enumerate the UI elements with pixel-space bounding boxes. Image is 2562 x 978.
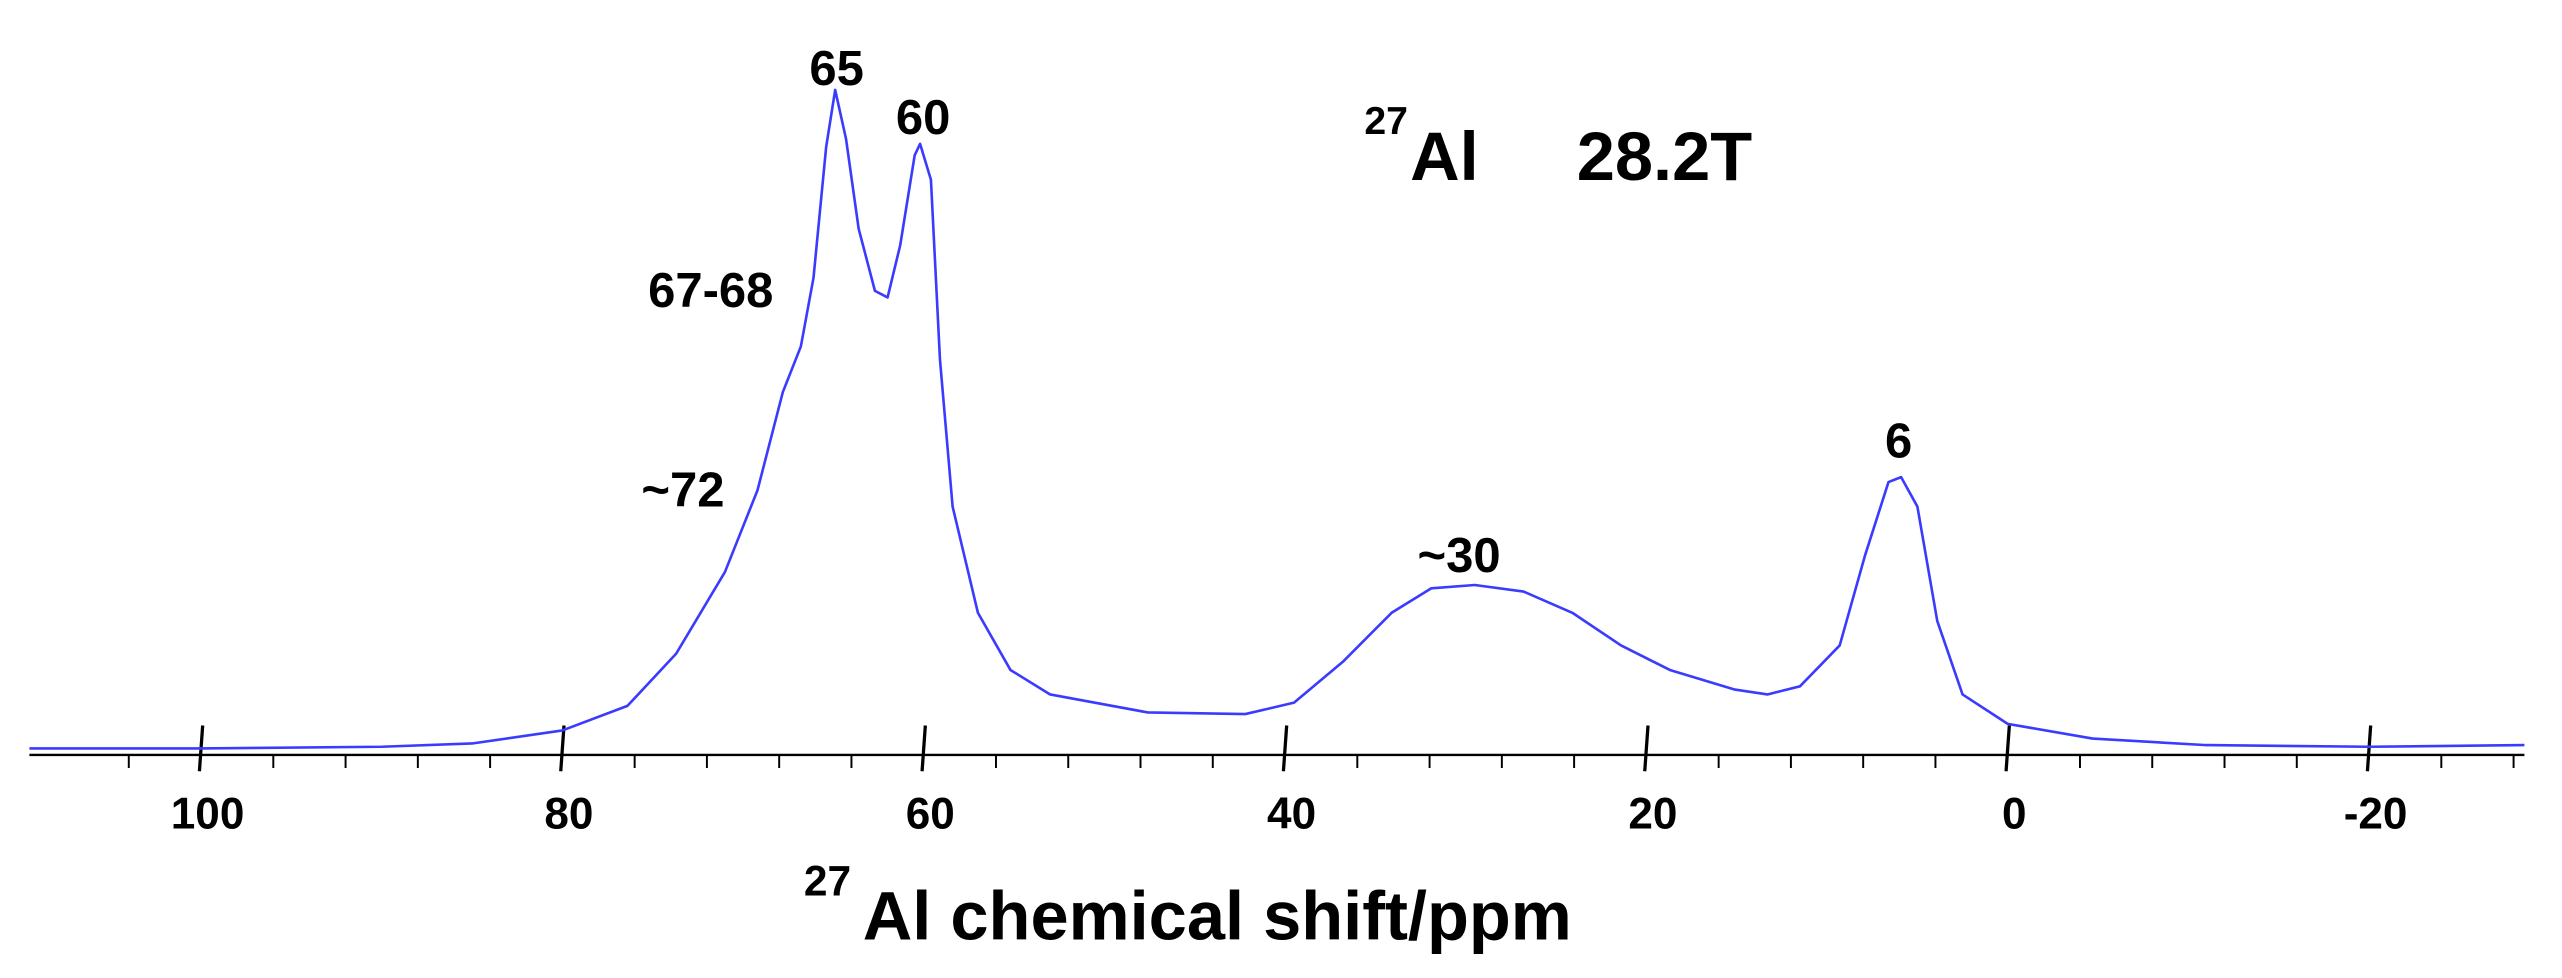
peak-annotation: 65: [809, 42, 864, 96]
x-tick-label: 40: [1267, 789, 1316, 838]
x-tick: [920, 725, 927, 772]
x-tick: [1643, 725, 1650, 772]
x-axis-title: 27 Al chemical shift/ppm: [804, 858, 1572, 954]
x-tick-label: 60: [906, 789, 955, 838]
x-tick: [1281, 725, 1289, 772]
peak-annotation: 6: [1885, 415, 1912, 469]
x-tick-label: 20: [1628, 789, 1677, 838]
x-tick-label: 0: [2002, 789, 2027, 838]
peak-annotation: ~72: [641, 464, 724, 518]
title-nucleus: Al: [1410, 118, 1479, 195]
title-field: 28.2T: [1577, 118, 1753, 195]
x-tick: [2004, 725, 2011, 772]
x-tick: [2365, 725, 2373, 772]
x-tick-label: 100: [171, 789, 245, 838]
chart-title: 27 Al 28.2T: [1364, 100, 1752, 195]
x-tick: [559, 725, 566, 772]
peak-annotation: 67-68: [648, 264, 773, 318]
title-mass: 27: [1364, 100, 1408, 143]
x-tick-label: 80: [544, 789, 593, 838]
peak-annotation: ~30: [1418, 529, 1501, 583]
x-tick-label: -20: [2344, 789, 2408, 838]
spectrum-line: [29, 88, 2525, 750]
x-label-mass: 27: [804, 858, 851, 905]
x-label-text: Al chemical shift/ppm: [863, 878, 1572, 955]
peak-annotation: 60: [896, 91, 951, 145]
